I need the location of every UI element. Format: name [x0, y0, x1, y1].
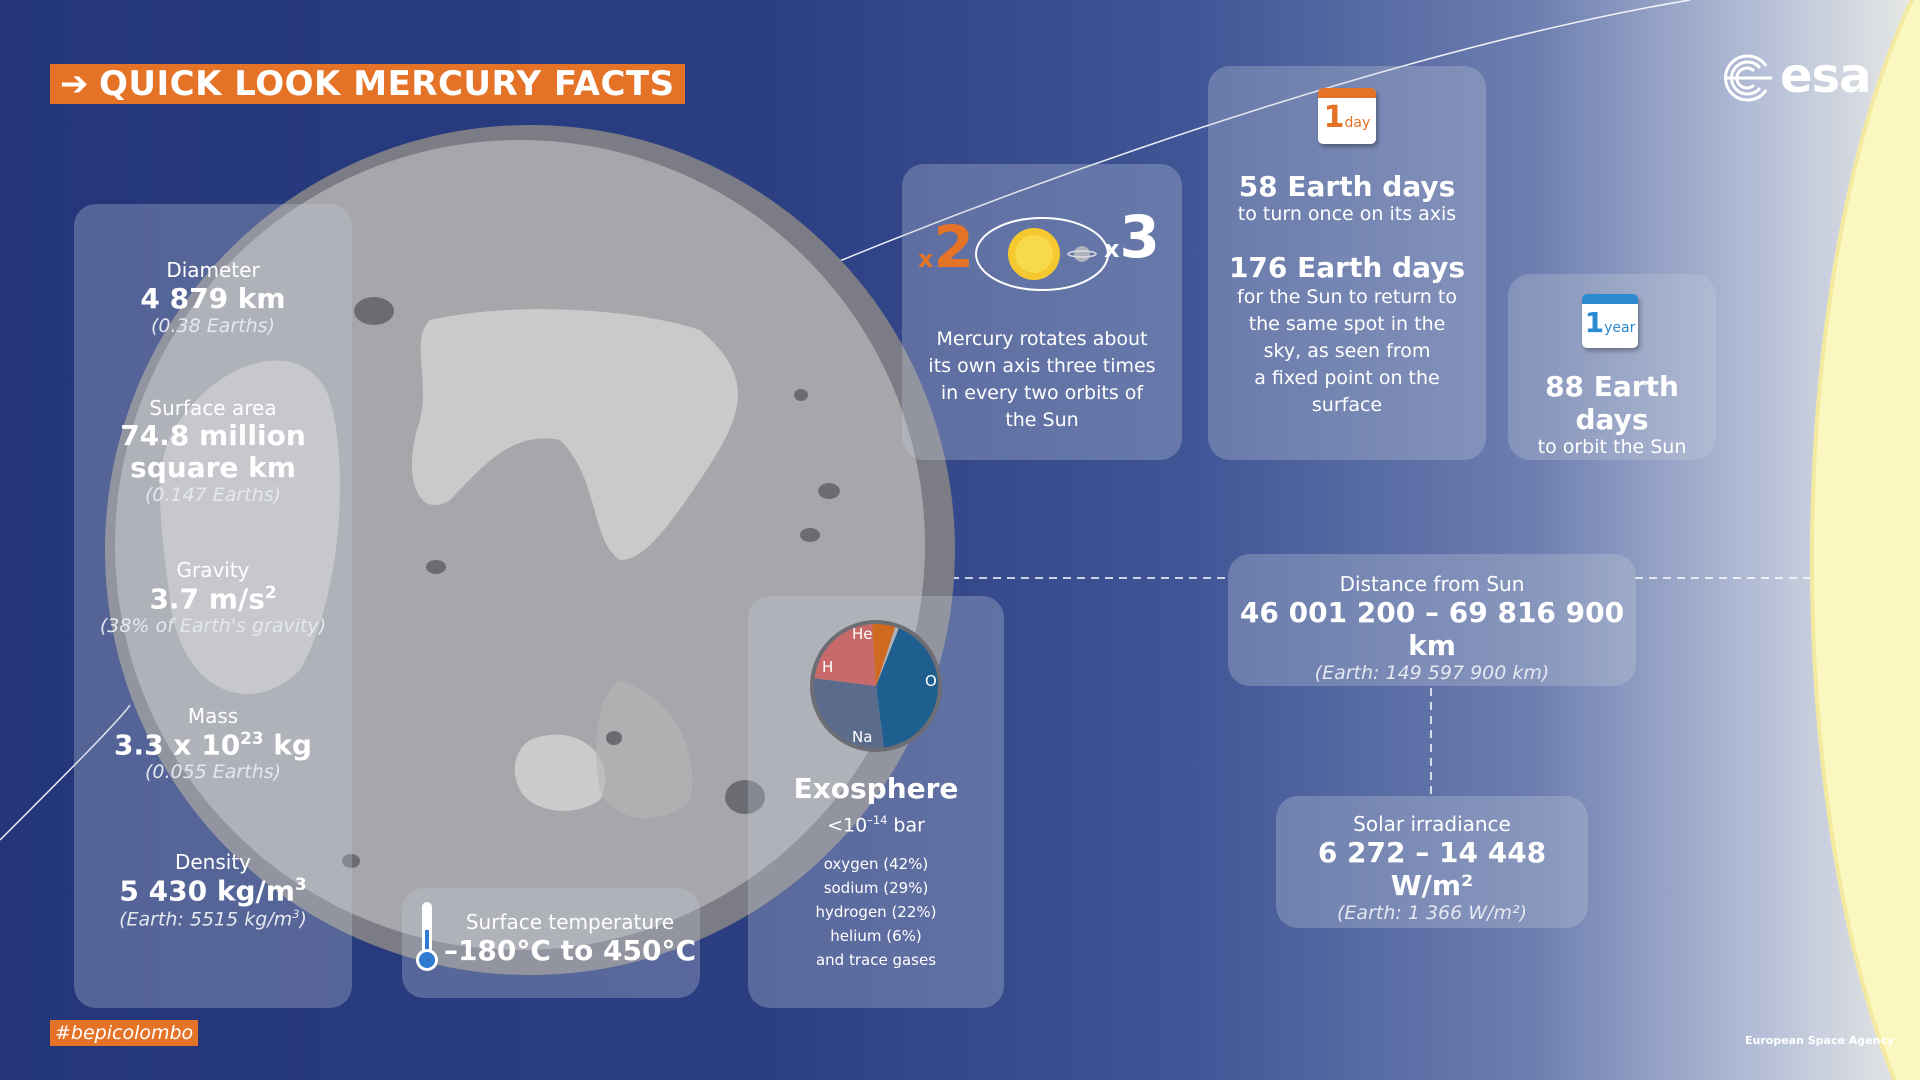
density-sub: (Earth: 5515 kg/m3)	[119, 907, 307, 931]
page-title-text: QUICK LOOK MERCURY FACTS	[99, 64, 675, 104]
pie-label-he: He	[852, 625, 873, 643]
diameter-label: Diameter	[166, 258, 260, 282]
composition-item: helium (6%)	[830, 927, 922, 946]
distance-block: Distance from Sun 46 001 200 – 69 816 90…	[1228, 572, 1636, 684]
solar-day-value: 176 Earth days	[1228, 251, 1466, 284]
surface-area-sub: (0.147 Earths)	[144, 484, 282, 506]
day-block: 58 Earth days to turn once on its axis 1…	[1208, 170, 1486, 419]
rotation-text: Mercury rotates about its own axis three…	[928, 328, 1156, 431]
page-title: ➔ QUICK LOOK MERCURY FACTS	[50, 64, 685, 104]
surface-area-label: Surface area	[149, 396, 277, 420]
density-block: Density 5 430 kg/m3 (Earth: 5515 kg/m3)	[74, 850, 352, 931]
distance-sub: (Earth: 149 597 900 km)	[1314, 662, 1550, 684]
year-text: to orbit the Sun	[1537, 436, 1687, 458]
distance-value: 46 001 200 – 69 816 900 km	[1239, 596, 1625, 662]
irradiance-label: Solar irradiance	[1353, 812, 1511, 836]
diameter-sub: (0.38 Earths)	[150, 315, 276, 337]
esa-logo: esa	[1720, 48, 1880, 108]
distance-panel	[1228, 554, 1636, 686]
pie-slice-oxygen	[876, 626, 940, 750]
esa-swirl-icon	[1724, 54, 1772, 102]
exosphere-block: Exosphere <10–14 bar oxygen (42%) sodium…	[748, 772, 1004, 972]
gravity-block: Gravity 3.7 m/s2 (38% of Earth's gravity…	[74, 558, 352, 637]
sidereal-day-value: 58 Earth days	[1238, 170, 1456, 203]
gravity-label: Gravity	[176, 558, 250, 582]
rotation-panel	[902, 164, 1182, 460]
temperature-value: –180°C to 450°C	[443, 934, 697, 967]
year-block: 88 Earth days to orbit the Sun	[1508, 370, 1716, 458]
pie-outline	[810, 620, 942, 752]
year-value: 88 Earth days	[1545, 370, 1679, 436]
year-calendar-icon: 1year	[1582, 294, 1638, 348]
exosphere-pressure: <10–14 bar	[827, 813, 925, 837]
temperature-label: Surface temperature	[465, 910, 675, 934]
day-calendar-icon: 1day	[1318, 88, 1376, 144]
irradiance-block: Solar irradiance 6 272 – 14 448 W/m² (Ea…	[1276, 812, 1588, 924]
orbit-multiplier: x2	[918, 213, 974, 281]
footer-credit: European Space Agency	[1745, 1034, 1895, 1047]
mass-block: Mass 3.3 x 1023 kg (0.055 Earths)	[74, 704, 352, 783]
thermometer-icon	[416, 902, 438, 971]
exosphere-composition-list: oxygen (42%) sodium (29%) hydrogen (22%)…	[748, 852, 1004, 972]
irradiance-sub: (Earth: 1 366 W/m²)	[1337, 902, 1527, 924]
gravity-value: 3.7 m/s2	[149, 582, 277, 616]
pie-slice-sodium	[812, 677, 885, 750]
composition-item: sodium (29%)	[823, 879, 929, 898]
temperature-panel	[402, 888, 700, 998]
distance-label: Distance from Sun	[1339, 572, 1525, 596]
pie-slice-hydrogen	[812, 622, 876, 686]
pie-label-na: Na	[852, 728, 873, 746]
density-label: Density	[174, 850, 252, 874]
mass-label: Mass	[187, 704, 239, 728]
mass-value: 3.3 x 1023 kg	[114, 728, 312, 762]
stats-panel	[74, 204, 352, 1008]
composition-item: and trace gases	[815, 951, 937, 970]
pie-slice-helium	[871, 622, 896, 686]
sun-orbit-icon	[975, 217, 1109, 291]
mercury-globe	[105, 125, 955, 975]
irradiance-panel	[1276, 796, 1588, 928]
mass-sub: (0.055 Earths)	[144, 761, 282, 784]
sidereal-day-text: to turn once on its axis	[1237, 203, 1457, 225]
surface-area-value-2: square km	[130, 451, 296, 484]
surface-area-block: Surface area 74.8 million square km (0.1…	[74, 396, 352, 506]
gravity-sub: (38% of Earth's gravity)	[99, 615, 327, 638]
diameter-block: Diameter 4 879 km (0.38 Earths)	[74, 258, 352, 337]
exosphere-composition-pie	[810, 620, 942, 752]
rotation-multiplier: x3	[1104, 203, 1160, 271]
orbit-line	[0, 0, 1690, 840]
temperature-block: Surface temperature –180°C to 450°C	[440, 910, 700, 967]
exosphere-title: Exosphere	[793, 772, 959, 805]
composition-item: hydrogen (22%)	[815, 903, 937, 922]
sun	[1810, 0, 1920, 1080]
surface-area-value-1: 74.8 million	[120, 419, 306, 452]
diameter-value: 4 879 km	[140, 282, 286, 315]
irradiance-value: 6 272 – 14 448 W/m²	[1317, 836, 1547, 902]
pie-label-h: H	[822, 658, 834, 676]
pie-label-o: O	[925, 672, 937, 690]
hashtag: #bepicolombo	[50, 1020, 199, 1046]
density-value: 5 430 kg/m3	[119, 874, 307, 908]
solar-day-text: for the Sun to return to the same spot i…	[1237, 286, 1457, 416]
esa-logo-text: esa	[1780, 48, 1872, 104]
arrow-icon: ➔	[60, 64, 89, 104]
composition-item: oxygen (42%)	[823, 855, 929, 874]
